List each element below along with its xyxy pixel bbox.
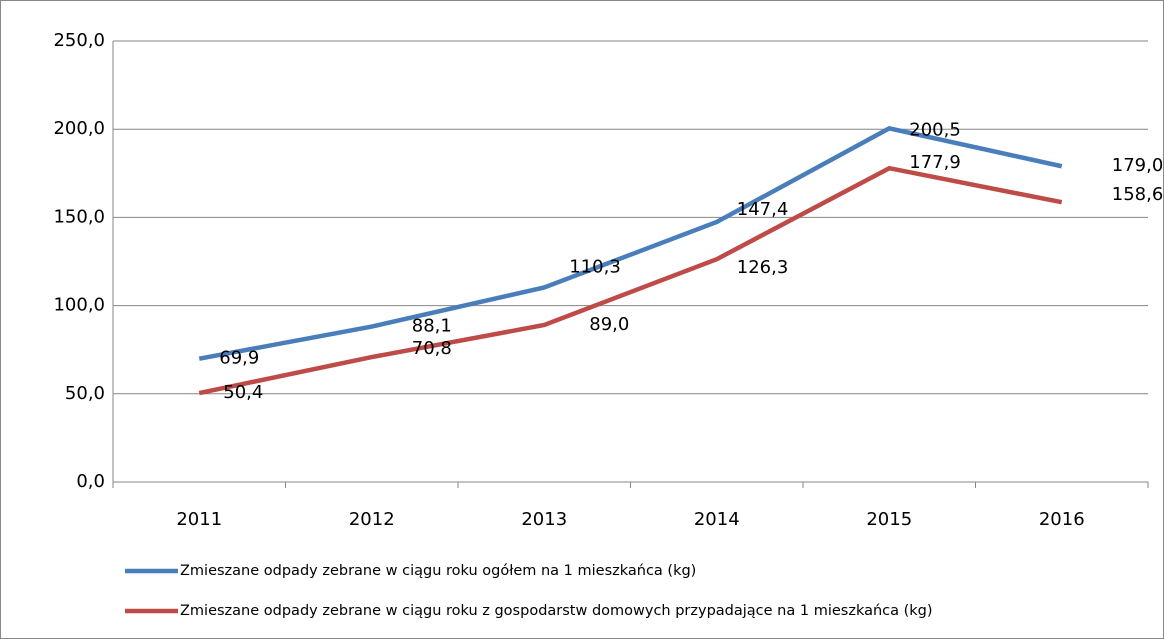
y-tick-label: 100,0 [53,295,105,316]
x-tick-label: 2014 [694,509,740,530]
y-tick-label: 200,0 [53,118,105,139]
data-label: 158,6 [1112,184,1164,205]
data-label: 69,9 [219,348,259,369]
data-label: 110,3 [569,256,621,277]
y-tick-label: 150,0 [53,206,105,227]
data-label: 50,4 [223,382,263,403]
data-label: 179,0 [1112,155,1164,176]
data-label: 70,8 [412,338,452,359]
x-tick-label: 2016 [1039,509,1085,530]
data-label: 177,9 [909,152,961,173]
legend-label: Zmieszane odpady zebrane w ciągu roku z … [180,603,933,619]
x-tick-label: 2011 [176,509,222,530]
data-label: 89,0 [589,314,629,335]
x-tick-label: 2012 [349,509,395,530]
data-label: 147,4 [737,199,789,220]
y-tick-label: 250,0 [53,30,105,51]
series-line [198,125,1063,361]
data-label: 200,5 [909,119,961,140]
y-tick-label: 50,0 [65,383,105,404]
data-label: 126,3 [737,257,789,278]
data-label: 88,1 [412,316,452,337]
y-tick-label: 0,0 [76,471,105,492]
legend-label: Zmieszane odpady zebrane w ciągu roku og… [180,563,696,579]
x-tick-label: 2013 [521,509,567,530]
series-line [198,165,1063,396]
x-tick-label: 2015 [866,509,912,530]
